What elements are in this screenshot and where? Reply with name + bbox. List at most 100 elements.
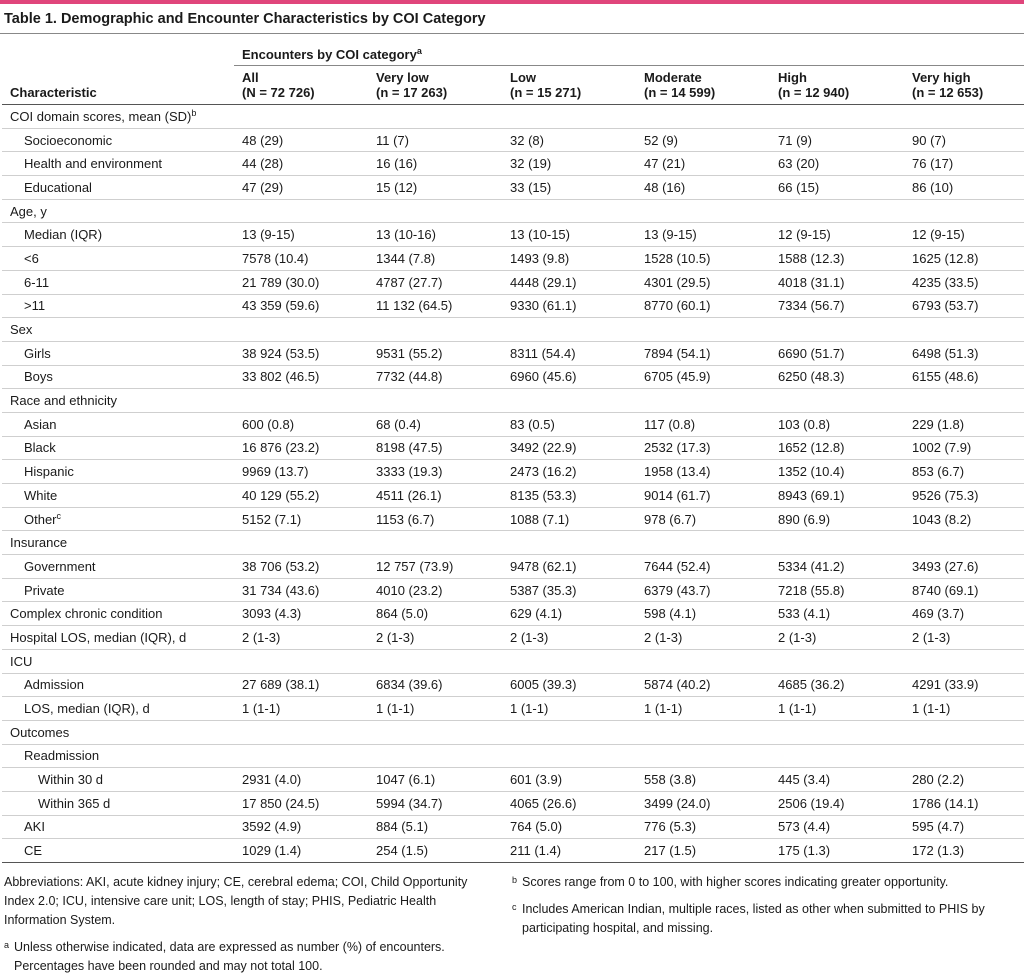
row-label: Insurance	[2, 530, 234, 556]
table-cell	[770, 388, 904, 413]
table-cell: 71 (9)	[770, 128, 904, 153]
footnote-c-mark: c	[512, 902, 517, 912]
table-cell: 103 (0.8)	[770, 412, 904, 437]
table-cell: 15 (12)	[368, 175, 502, 200]
row-label: Complex chronic condition	[2, 601, 234, 627]
table-cell	[502, 388, 636, 413]
row-label: Sex	[2, 317, 234, 342]
table-cell: 13 (9-15)	[234, 222, 368, 248]
characteristics-table: Encounters by COI categorya Characterist…	[2, 34, 1024, 863]
table-cell: 5994 (34.7)	[368, 791, 502, 816]
table-cell: 4787 (27.7)	[368, 270, 502, 295]
column-name: Low	[510, 70, 536, 85]
table-cell: 217 (1.5)	[636, 838, 770, 863]
header-spacer	[2, 34, 234, 66]
footnote-a-mark: a	[4, 940, 10, 950]
footnotes: Abbreviations: AKI, acute kidney injury;…	[0, 863, 1024, 976]
table-cell: 17 850 (24.5)	[234, 791, 368, 816]
table-cell: 9531 (55.2)	[368, 341, 502, 366]
table-cell: 1 (1-1)	[368, 696, 502, 721]
table-cell: 9014 (61.7)	[636, 483, 770, 508]
table-cell: 32 (19)	[502, 151, 636, 177]
row-label: Black	[2, 436, 234, 461]
table-cell: 2 (1-3)	[636, 625, 770, 650]
table-cell: 175 (1.3)	[770, 838, 904, 863]
table-row: Hispanic 9969 (13.7) 3333 (19.3) 2473 (16.2…	[2, 459, 1024, 484]
table-cell	[904, 530, 1024, 556]
table-cell: 6705 (45.9)	[636, 365, 770, 390]
table-cell	[904, 649, 1024, 674]
table-row: Educational 47 (29) 15 (12) 33 (15) 48 (16) 6…	[2, 175, 1024, 200]
table-cell: 7578 (10.4)	[234, 246, 368, 271]
column-count: (n = 12 940)	[778, 85, 850, 100]
column-count: (n = 15 271)	[510, 85, 582, 100]
table-row: Within 30 d 2931 (4.0) 1047 (6.1) 601 (3.9)…	[2, 767, 1024, 792]
table-cell: 6379 (43.7)	[636, 578, 770, 603]
table-cell: 6793 (53.7)	[904, 294, 1024, 319]
table-cell	[904, 104, 1024, 129]
column-count: (n = 17 263)	[376, 85, 448, 100]
table-cell: 469 (3.7)	[904, 601, 1024, 627]
footnote-b-text: Scores range from 0 to 100, with higher …	[522, 875, 949, 889]
table-cell: 11 (7)	[368, 128, 502, 153]
table-cell	[502, 720, 636, 745]
header-group-row: Encounters by COI categorya	[2, 34, 1024, 66]
table-cell	[234, 317, 368, 342]
table-cell	[368, 649, 502, 674]
row-label: Admission	[2, 673, 234, 698]
table-cell	[770, 744, 904, 769]
table-cell: 4511 (26.1)	[368, 483, 502, 508]
row-label: Outcomes	[2, 720, 234, 745]
column-header-1: All (N = 72 726)	[234, 66, 368, 105]
table-cell	[502, 530, 636, 556]
table-cell: 16 876 (23.2)	[234, 436, 368, 461]
table-cell	[368, 530, 502, 556]
table-cell	[904, 388, 1024, 413]
table-cell	[636, 720, 770, 745]
row-label: >11	[2, 294, 234, 319]
table-cell: 4301 (29.5)	[636, 270, 770, 295]
table-row: Government 38 706 (53.2) 12 757 (73.9) 9478…	[2, 554, 1024, 579]
table-cell: 764 (5.0)	[502, 815, 636, 840]
row-label: CE	[2, 838, 234, 863]
table-cell: 978 (6.7)	[636, 507, 770, 532]
column-name: Very low	[376, 70, 429, 85]
table-cell	[368, 720, 502, 745]
footnote-b: b Scores range from 0 to 100, with highe…	[512, 873, 1008, 892]
table-cell: 8198 (47.5)	[368, 436, 502, 461]
table-cell: 47 (21)	[636, 151, 770, 177]
table-cell: 254 (1.5)	[368, 838, 502, 863]
table-cell: 66 (15)	[770, 175, 904, 200]
row-label: Within 365 d	[2, 791, 234, 816]
table-title: Table 1. Demographic and Encounter Chara…	[0, 4, 1024, 34]
table-cell	[636, 744, 770, 769]
table-cell: 884 (5.1)	[368, 815, 502, 840]
column-header-4: Moderate (n = 14 599)	[636, 66, 770, 105]
row-label: 6-11	[2, 270, 234, 295]
abbreviations-note: Abbreviations: AKI, acute kidney injury;…	[4, 875, 468, 927]
table-cell: 600 (0.8)	[234, 412, 368, 437]
table-cell: 1588 (12.3)	[770, 246, 904, 271]
table-cell: 8943 (69.1)	[770, 483, 904, 508]
table-cell: 776 (5.3)	[636, 815, 770, 840]
table-row: Health and environment 44 (28) 16 (16) 32 (…	[2, 151, 1024, 177]
row-label: Socioeconomic	[2, 128, 234, 153]
column-header-row: Characteristic All (N = 72 726) Very low (n…	[2, 66, 1024, 105]
table-cell	[636, 199, 770, 224]
table-cell: 12 757 (73.9)	[368, 554, 502, 579]
table-cell: 7218 (55.8)	[770, 578, 904, 603]
table-cell: 38 706 (53.2)	[234, 554, 368, 579]
table-cell	[904, 720, 1024, 745]
table-cell: 4448 (29.1)	[502, 270, 636, 295]
table-cell: 9526 (75.3)	[904, 483, 1024, 508]
column-count: (n = 14 599)	[644, 85, 716, 100]
row-label: Race and ethnicity	[2, 388, 234, 413]
table-cell: 3333 (19.3)	[368, 459, 502, 484]
table-cell: 31 734 (43.6)	[234, 578, 368, 603]
table-cell: 558 (3.8)	[636, 767, 770, 792]
table-cell	[636, 388, 770, 413]
row-label: Age, y	[2, 199, 234, 224]
table-row: Boys 33 802 (46.5) 7732 (44.8) 6960 (45.6) 6…	[2, 365, 1024, 390]
table-row: AKI 3592 (4.9) 884 (5.1) 764 (5.0) 776 (5.3)…	[2, 815, 1024, 840]
